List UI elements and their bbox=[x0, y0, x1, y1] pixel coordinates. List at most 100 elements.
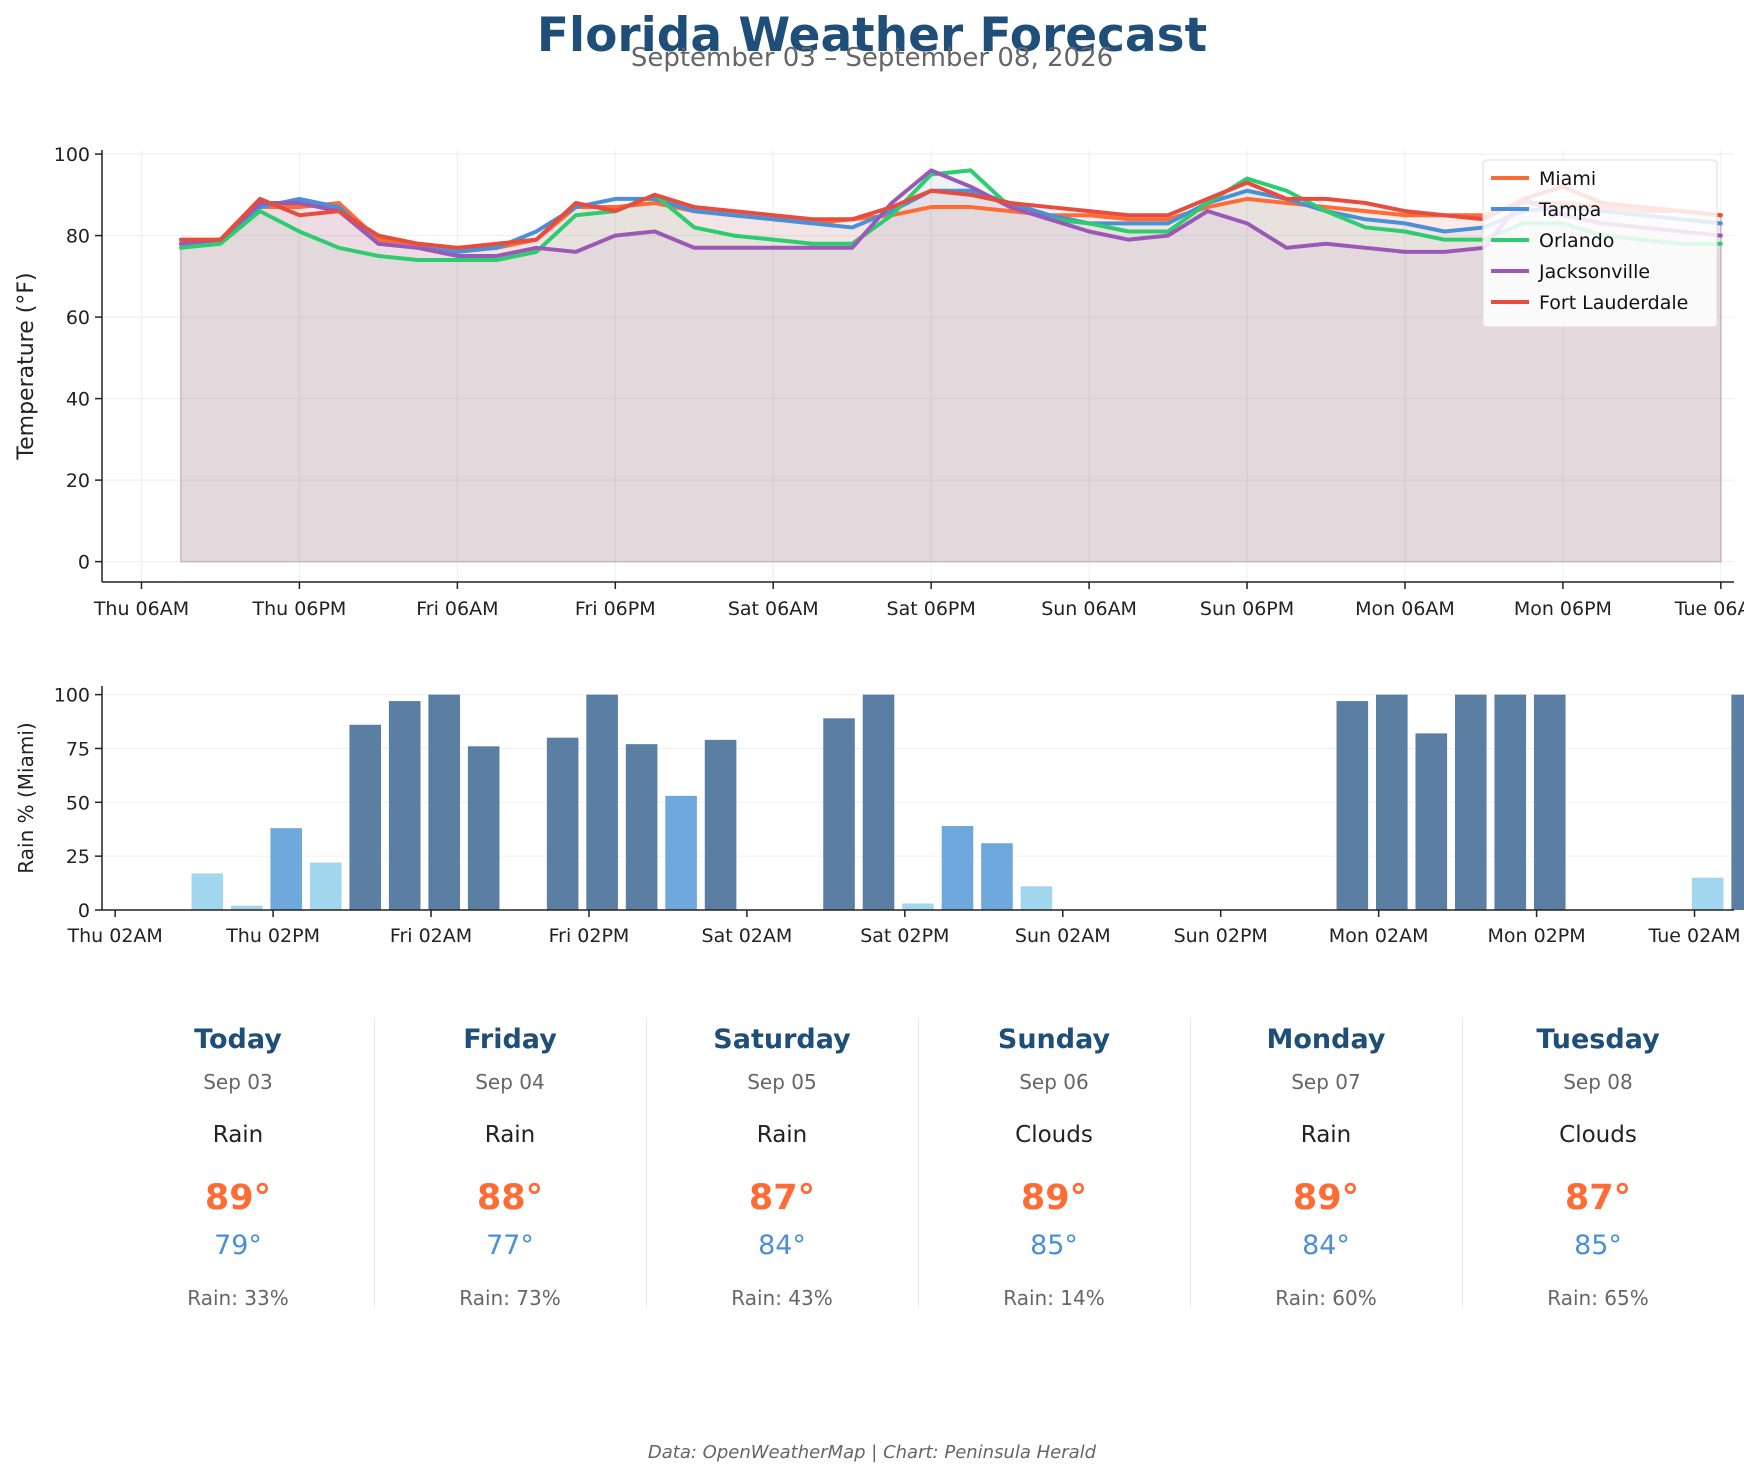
series-area bbox=[180, 170, 1721, 562]
day-condition: Rain bbox=[484, 1122, 536, 1148]
y-tick-label: 80 bbox=[66, 226, 90, 248]
day-condition: Clouds bbox=[1015, 1122, 1093, 1148]
day-low-temp: 85° bbox=[1030, 1230, 1078, 1261]
x-tick-label: Mon 06AM bbox=[1355, 598, 1455, 620]
day-card: Monday Sep 07 Rain 89° 84° Rain: 60% bbox=[1190, 1018, 1462, 1310]
day-name: Sunday bbox=[997, 1024, 1111, 1055]
day-high-temp: 89° bbox=[1020, 1178, 1088, 1218]
rain-bar bbox=[862, 694, 895, 910]
legend-label: Miami bbox=[1539, 168, 1596, 190]
rain-bar bbox=[1336, 701, 1369, 910]
x-tick-label: Sun 02PM bbox=[1174, 925, 1268, 947]
day-rain-chance: Rain: 14% bbox=[1003, 1286, 1105, 1310]
x-tick-label: Sat 06AM bbox=[728, 598, 819, 620]
area-outline bbox=[180, 215, 1722, 563]
x-tick-label: Sat 02AM bbox=[702, 925, 793, 947]
y-tick-label: 75 bbox=[66, 738, 90, 760]
rain-bar bbox=[467, 746, 500, 910]
day-low-temp: 84° bbox=[1302, 1230, 1350, 1261]
x-tick-label: Fri 02PM bbox=[549, 925, 630, 947]
rain-bar bbox=[230, 905, 263, 910]
day-date: Sep 08 bbox=[1563, 1070, 1633, 1094]
rain-bar bbox=[1454, 694, 1487, 910]
x-tick-label: Mon 06PM bbox=[1514, 598, 1612, 620]
series-area bbox=[180, 190, 1721, 562]
series-line-fort-lauderdale bbox=[178, 180, 1723, 250]
rain-bar bbox=[704, 739, 737, 910]
y-tick-label: 100 bbox=[54, 144, 90, 166]
chart-subtitle: September 03 – September 08, 2026 bbox=[630, 43, 1114, 73]
x-tick-label: Thu 06PM bbox=[252, 598, 347, 620]
series-area bbox=[180, 198, 1721, 562]
day-rain-chance: Rain: 60% bbox=[1275, 1286, 1377, 1310]
y-tick-label: 100 bbox=[54, 685, 90, 707]
rain-bar bbox=[546, 737, 579, 910]
day-date: Sep 04 bbox=[475, 1070, 545, 1094]
temperature-chart: 0 20 40 60 80 100 Thu 06AM Thu 06PM Fri 06AM Fri … bbox=[14, 144, 1744, 620]
rain-bar bbox=[1691, 877, 1724, 910]
day-low-temp: 85° bbox=[1574, 1230, 1622, 1261]
x-tick-label: Sun 06AM bbox=[1041, 598, 1137, 620]
day-name: Friday bbox=[463, 1024, 557, 1055]
y-tick-label: 40 bbox=[66, 389, 90, 411]
legend-label: Orlando bbox=[1539, 230, 1614, 252]
x-tick-label: Fri 06AM bbox=[416, 598, 498, 620]
day-low-temp: 84° bbox=[758, 1230, 806, 1261]
day-condition: Clouds bbox=[1559, 1122, 1637, 1148]
series-area bbox=[180, 170, 1721, 562]
day-high-temp: 89° bbox=[204, 1178, 272, 1218]
y-tick-label: 0 bbox=[78, 552, 90, 574]
x-tick-label: Thu 02PM bbox=[225, 925, 320, 947]
card-divider bbox=[1462, 1018, 1463, 1308]
rain-bar bbox=[823, 718, 855, 910]
rain-bar bbox=[625, 744, 658, 910]
rain-bar bbox=[1731, 694, 1744, 910]
legend-label: Tampa bbox=[1538, 199, 1601, 221]
legend-label: Jacksonville bbox=[1538, 261, 1650, 283]
x-tick-label: Fri 02AM bbox=[390, 925, 472, 947]
x-tick-label: Sat 02PM bbox=[860, 925, 949, 947]
x-tick-label: Tue 02AM bbox=[1647, 925, 1740, 947]
rain-bar bbox=[309, 862, 342, 910]
day-card: Tuesday Sep 08 Clouds 87° 85° Rain: 65% bbox=[1462, 1018, 1734, 1310]
card-divider bbox=[1190, 1018, 1191, 1308]
rain-bar bbox=[586, 694, 618, 910]
day-rain-chance: Rain: 43% bbox=[731, 1286, 833, 1310]
legend-label: Fort Lauderdale bbox=[1539, 292, 1688, 314]
x-tick-label: Mon 02PM bbox=[1488, 925, 1586, 947]
x-tick-label: Sun 06PM bbox=[1200, 598, 1294, 620]
x-tick-label: Mon 02AM bbox=[1329, 925, 1429, 947]
rain-bar bbox=[388, 701, 421, 910]
rain-bar bbox=[1494, 694, 1527, 910]
rain-bar bbox=[428, 694, 460, 910]
rain-bar bbox=[981, 843, 1013, 910]
y-axis-title: Temperature (°F) bbox=[14, 272, 39, 460]
rain-bar bbox=[1376, 694, 1408, 910]
card-divider bbox=[918, 1018, 919, 1308]
day-name: Tuesday bbox=[1536, 1024, 1660, 1055]
y-tick-label: 25 bbox=[66, 846, 90, 868]
rain-bar bbox=[1533, 694, 1566, 910]
series-area bbox=[180, 182, 1721, 562]
day-high-temp: 87° bbox=[748, 1178, 816, 1218]
rain-chart: 0 25 50 75 100 Thu 02AM Thu 02PM Fri 02AM Fri 02… bbox=[14, 685, 1744, 947]
rain-bar bbox=[1415, 733, 1448, 910]
rain-bar bbox=[941, 826, 974, 910]
daily-forecast-cards: Today Sep 03 Rain 89° 79° Rain: 33% Frid… bbox=[102, 1018, 1734, 1310]
day-card: Saturday Sep 05 Rain 87° 84° Rain: 43% bbox=[646, 1018, 918, 1310]
rain-bar bbox=[270, 828, 303, 910]
series-line-orlando bbox=[178, 168, 1723, 263]
legend-box bbox=[1482, 159, 1718, 328]
day-low-temp: 79° bbox=[214, 1230, 262, 1261]
day-rain-chance: Rain: 73% bbox=[459, 1286, 561, 1310]
x-tick-label: Fri 06PM bbox=[575, 598, 656, 620]
card-divider bbox=[646, 1018, 647, 1308]
x-tick-label: Sun 02AM bbox=[1015, 925, 1111, 947]
card-divider bbox=[374, 1018, 375, 1308]
day-rain-chance: Rain: 33% bbox=[187, 1286, 289, 1310]
y-tick-label: 60 bbox=[66, 307, 90, 329]
day-card: Sunday Sep 06 Clouds 89° 85° Rain: 14% bbox=[918, 1018, 1190, 1310]
x-tick-label: Sat 06PM bbox=[887, 598, 976, 620]
day-high-temp: 88° bbox=[476, 1178, 544, 1218]
rain-bar bbox=[665, 795, 697, 910]
